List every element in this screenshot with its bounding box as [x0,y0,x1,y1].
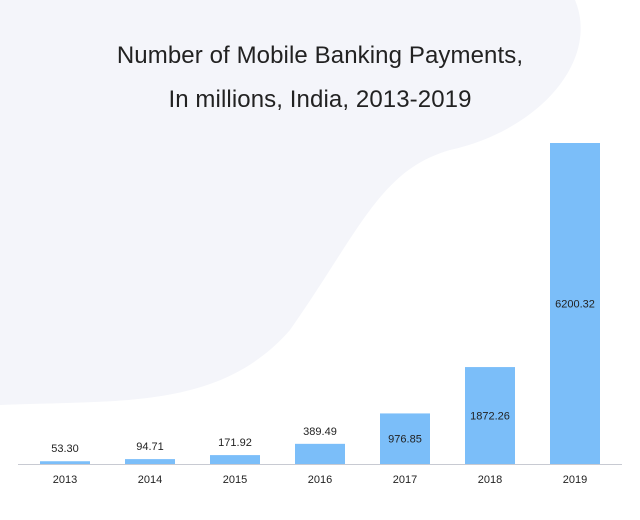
bar-2014 [125,459,175,464]
bar-2017 [380,413,430,464]
x-tick-2016: 2016 [308,474,332,486]
value-label-2017: 976.85 [388,434,422,446]
value-label-2015: 171.92 [218,437,252,449]
bar-2015 [210,455,260,464]
x-tick-2017: 2017 [393,474,417,486]
value-label-2014: 94.71 [136,441,164,453]
x-tick-2015: 2015 [223,474,247,486]
bar-2019 [550,143,600,464]
bar-2013 [40,461,90,464]
bar-2016 [295,443,345,464]
bar-2018 [465,367,515,464]
chart-title-line-2: In millions, India, 2013-2019 [168,86,472,113]
value-label-2019: 6200.32 [555,299,595,311]
chart-title-line-1: Number of Mobile Banking Payments, [116,42,524,69]
x-tick-2013: 2013 [53,474,77,486]
x-tick-2014: 2014 [138,474,162,486]
x-tick-2019: 2019 [563,474,587,486]
value-label-2013: 53.30 [51,443,79,455]
value-label-2016: 389.49 [303,426,337,438]
value-label-2018: 1872.26 [470,411,510,423]
x-tick-2018: 2018 [478,474,502,486]
